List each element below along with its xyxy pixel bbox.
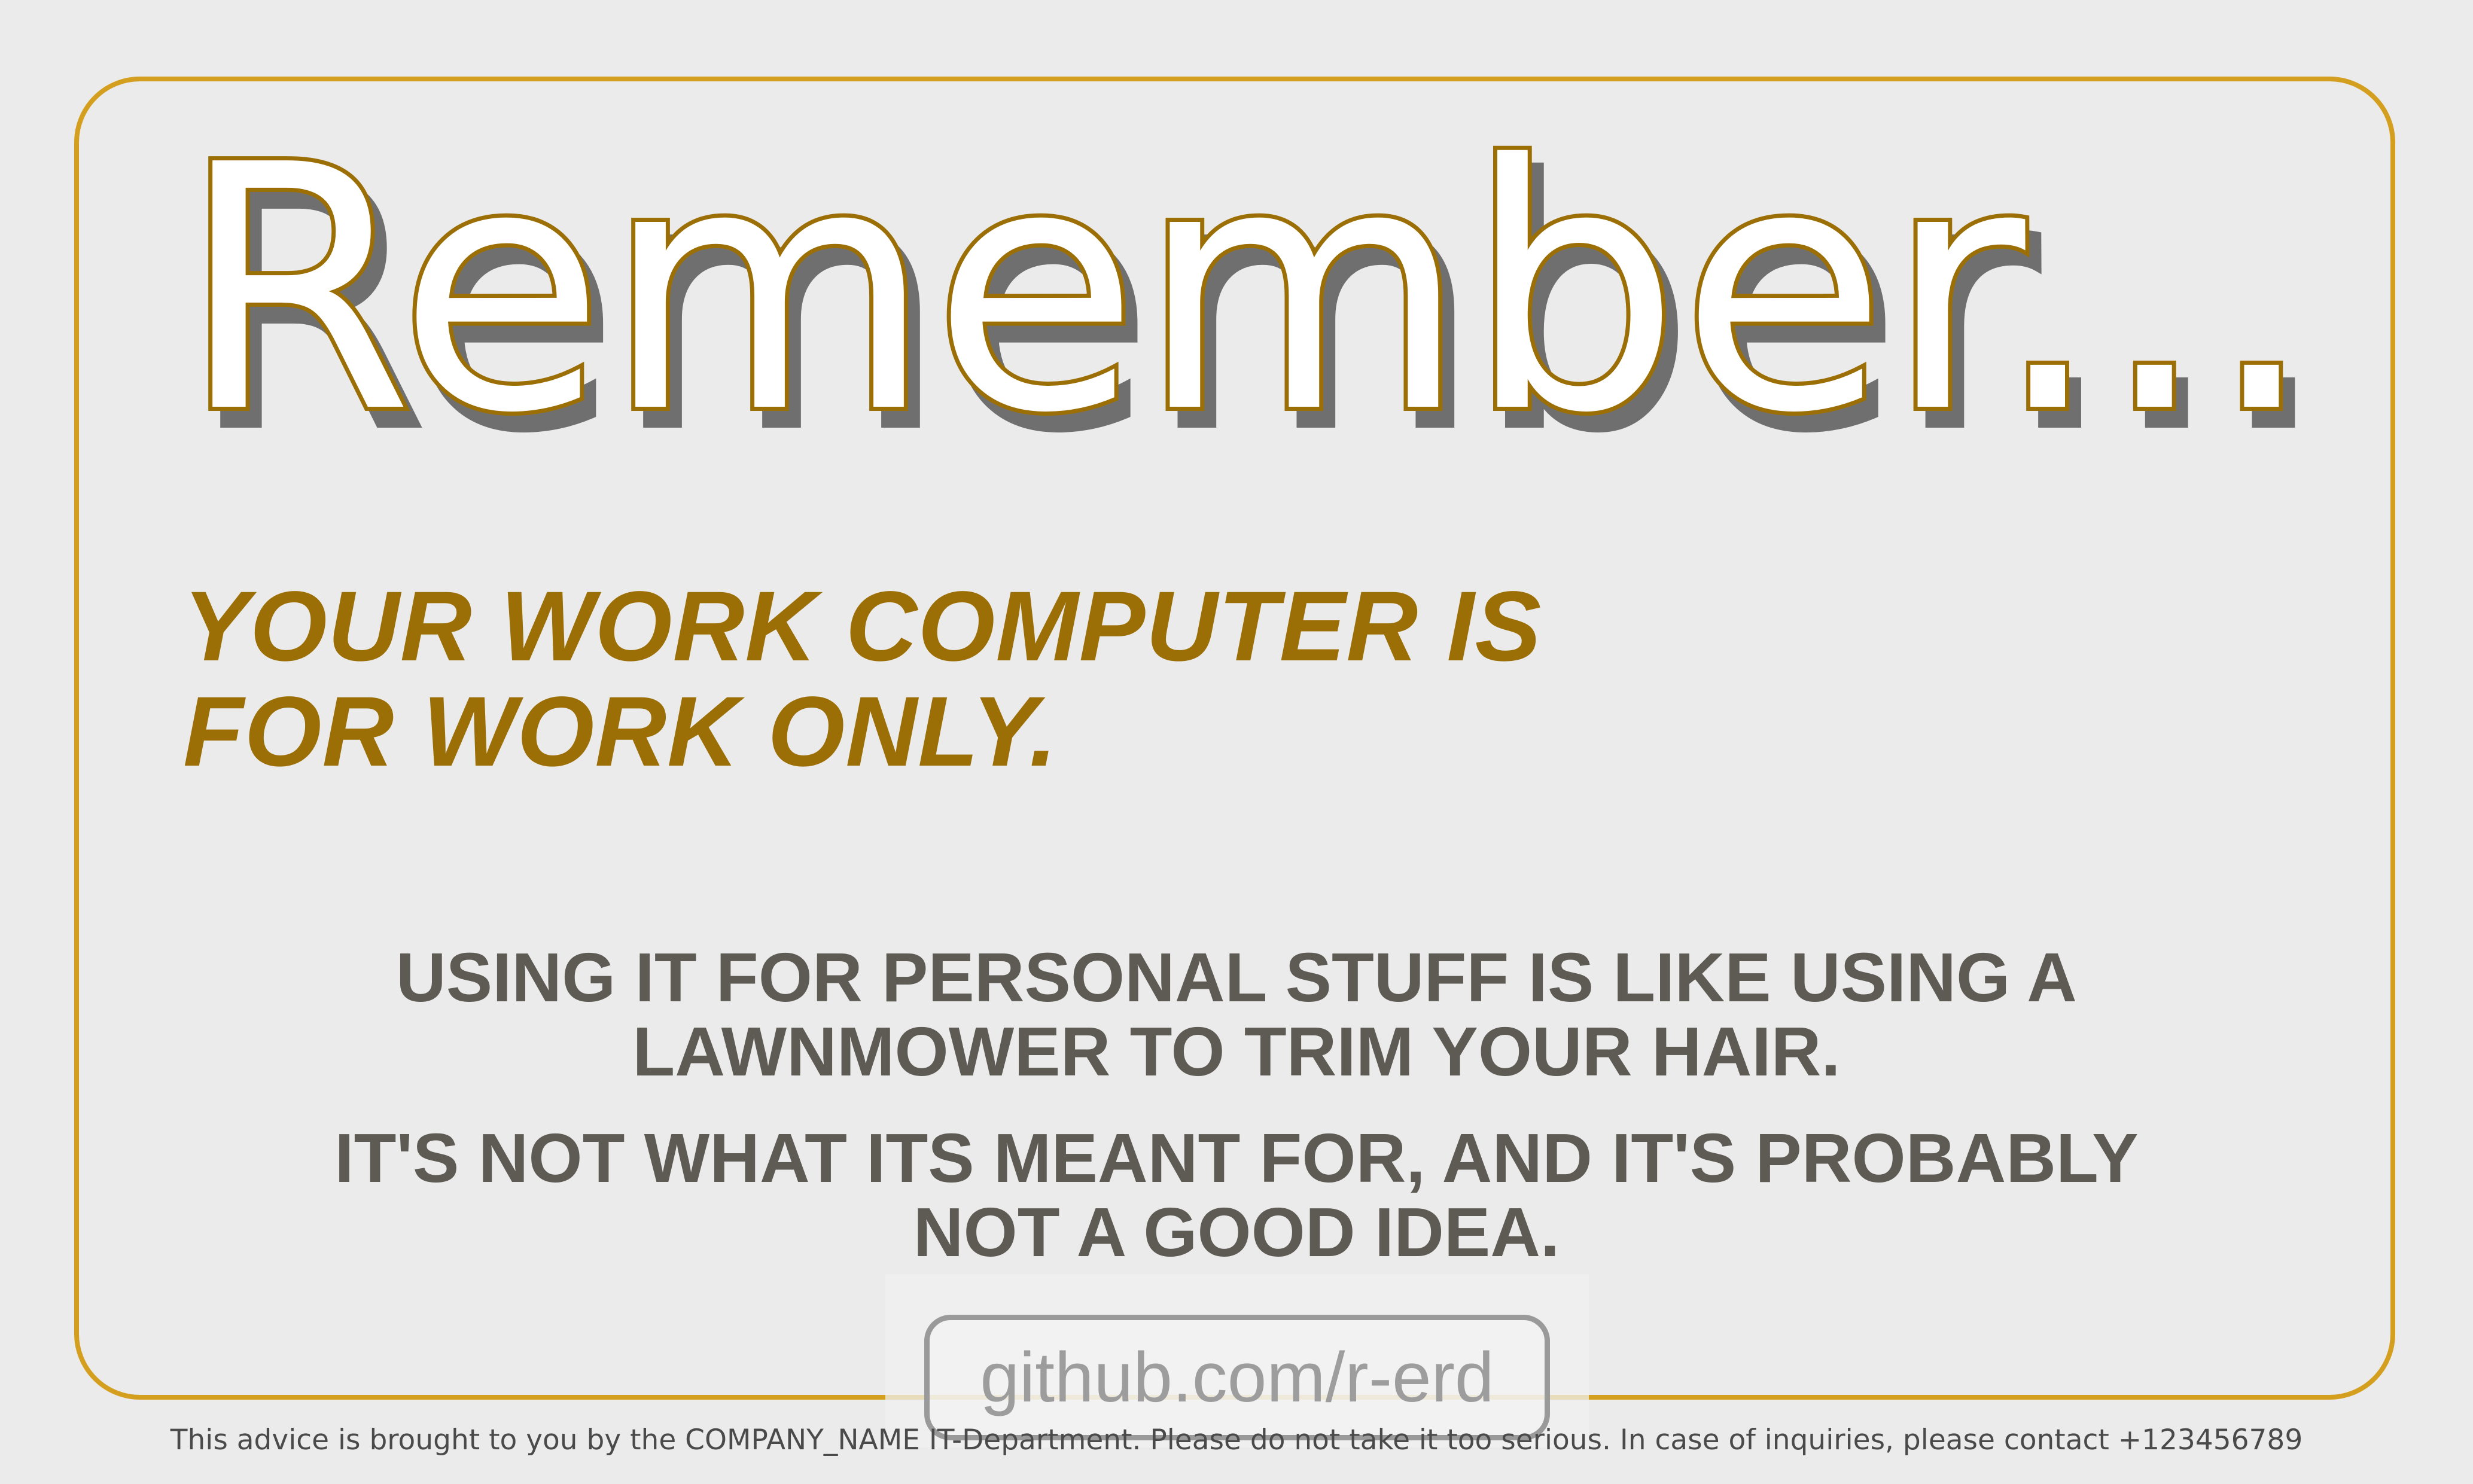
- footer-disclaimer: This advice is brought to you by the COM…: [170, 1424, 2303, 1456]
- subheadline-line-2: FOR WORK ONLY.: [183, 677, 1058, 787]
- body-paragraph-1-line-2: LAWNMOWER TO TRIM YOUR HAIR.: [632, 1013, 1841, 1090]
- github-link-badge[interactable]: github.com/r-erd: [924, 1315, 1550, 1440]
- body-paragraph-2: IT'S NOT WHAT ITS MEANT FOR, AND IT'S PR…: [179, 1121, 2294, 1269]
- body-paragraph-2-line-1: IT'S NOT WHAT ITS MEANT FOR, AND IT'S PR…: [334, 1119, 2139, 1197]
- body-paragraph-2-line-2: NOT A GOOD IDEA.: [913, 1193, 1560, 1271]
- headline-text: Remember...: [179, 94, 2315, 487]
- subheadline: YOUR WORK COMPUTER IS FOR WORK ONLY.: [183, 574, 1918, 785]
- headline: Remember... Remember...: [175, 90, 2331, 508]
- subheadline-line-1: YOUR WORK COMPUTER IS: [183, 571, 1542, 682]
- body-paragraph-1-line-1: USING IT FOR PERSONAL STUFF IS LIKE USIN…: [396, 938, 2077, 1016]
- body-paragraph-1: USING IT FOR PERSONAL STUFF IS LIKE USIN…: [179, 940, 2294, 1089]
- headline-shadow: Remember...: [191, 111, 2327, 504]
